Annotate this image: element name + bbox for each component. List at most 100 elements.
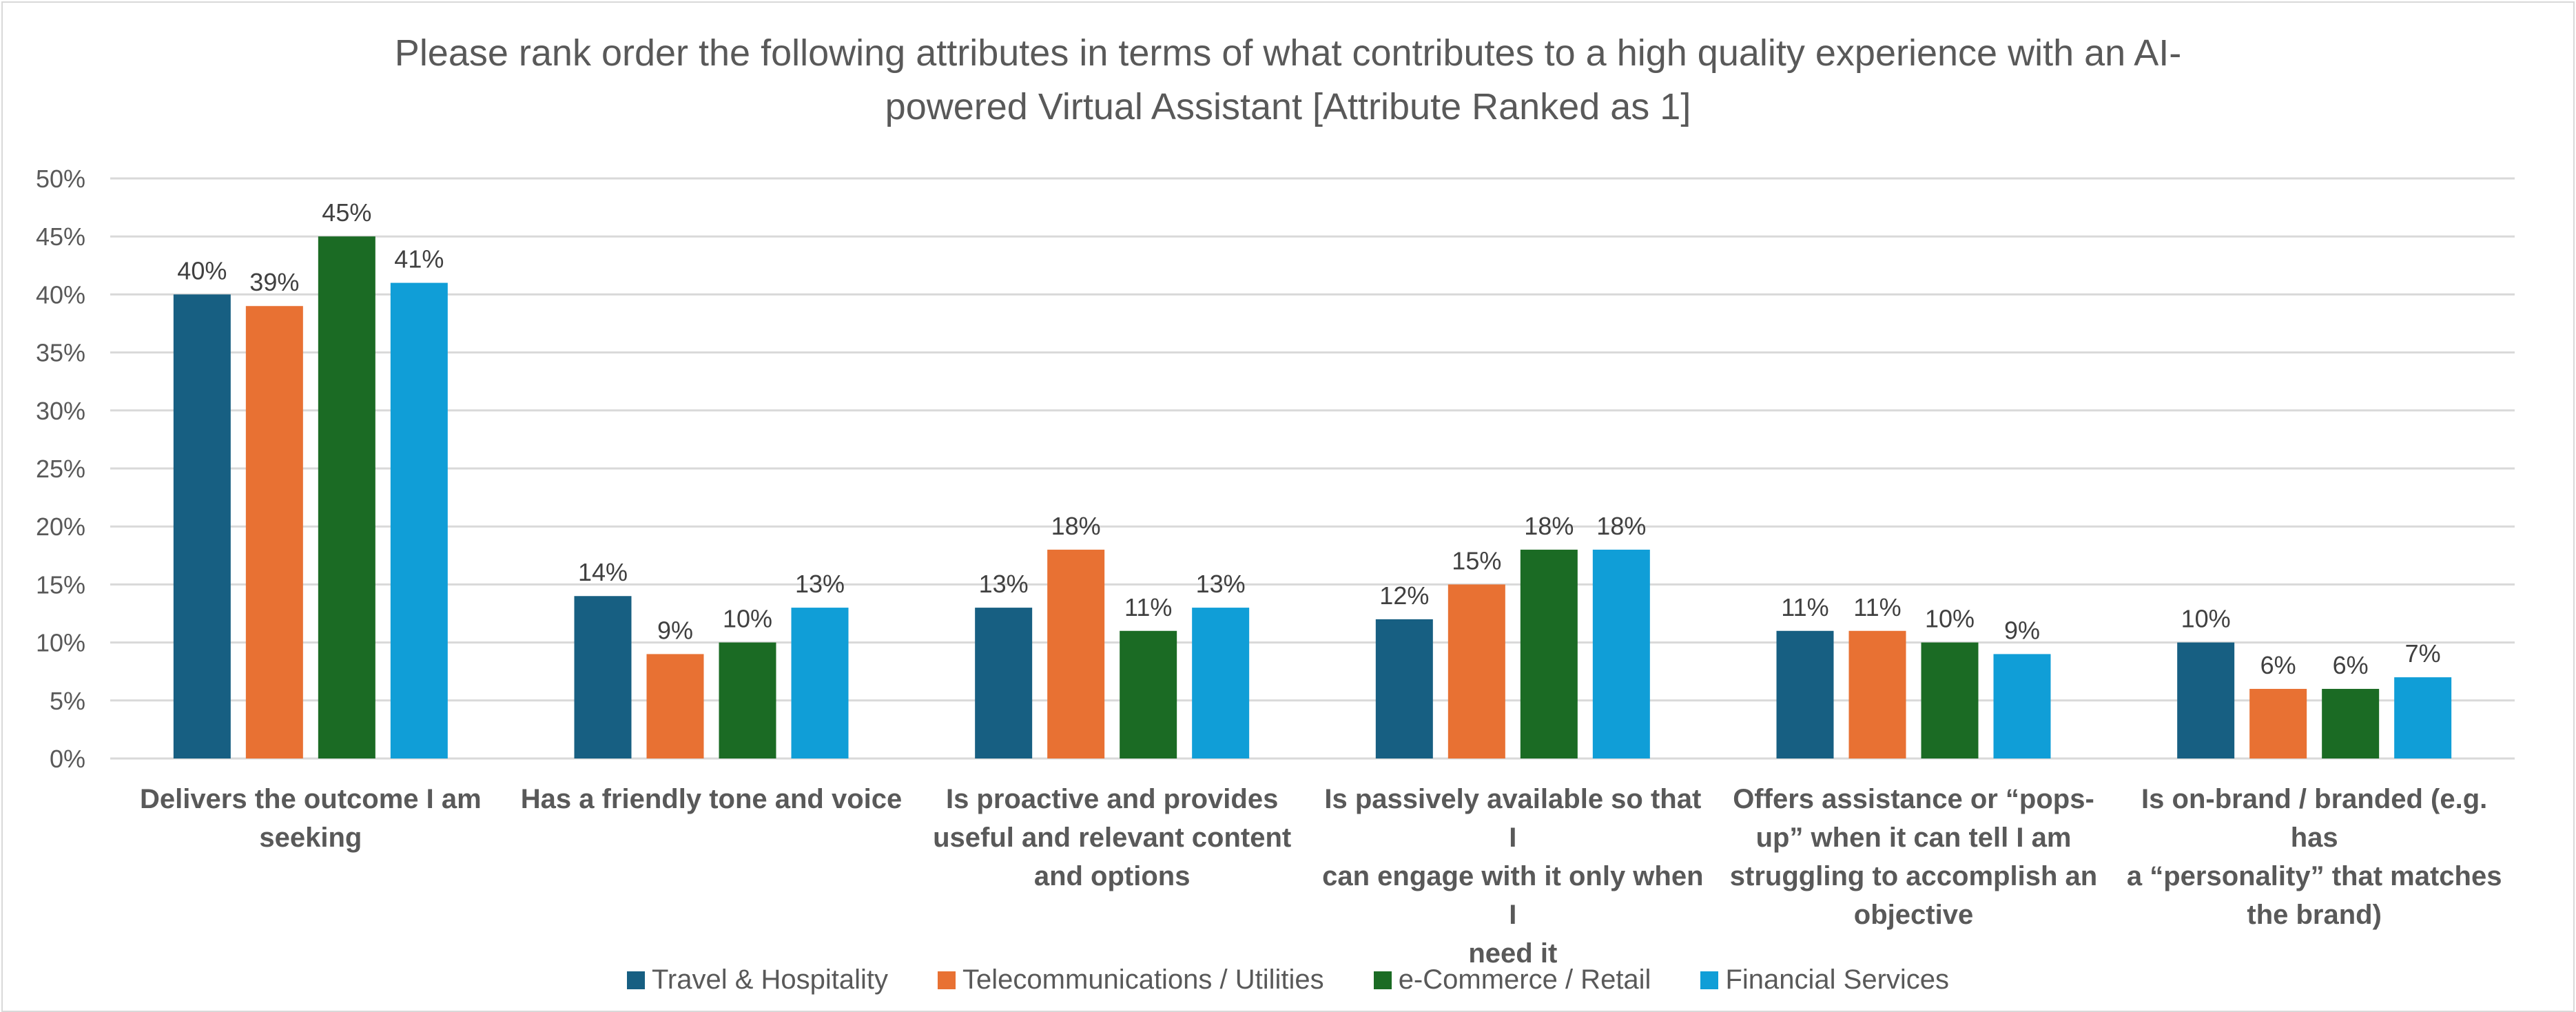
chart-title-line-2: powered Virtual Assistant [Attribute Ran… bbox=[885, 86, 1691, 127]
y-tick-label: 45% bbox=[36, 223, 85, 251]
x-category-label-line: Is proactive and provides bbox=[945, 784, 1279, 814]
bar bbox=[1047, 549, 1105, 758]
y-tick-label: 30% bbox=[36, 397, 85, 425]
data-label: 40% bbox=[177, 256, 227, 285]
bar bbox=[1120, 630, 1177, 758]
data-label: 39% bbox=[249, 268, 299, 296]
data-label: 9% bbox=[2004, 616, 2040, 644]
bar bbox=[1375, 619, 1433, 758]
data-label: 6% bbox=[2333, 651, 2369, 679]
bar bbox=[1776, 630, 1834, 758]
chart-title: Please rank order the following attribut… bbox=[0, 26, 2576, 134]
x-category-label-line: up” when it can tell I am bbox=[1755, 823, 2072, 853]
bar bbox=[1921, 642, 1979, 758]
data-label: 41% bbox=[394, 245, 444, 273]
bar bbox=[1592, 549, 1650, 758]
bar bbox=[390, 282, 448, 758]
data-label: 15% bbox=[1452, 546, 1501, 575]
legend-item: e-Commerce / Retail bbox=[1373, 964, 1651, 995]
x-category-label-line: useful and relevant content bbox=[933, 823, 1292, 853]
legend-label: Financial Services bbox=[1725, 964, 1950, 995]
x-category-label-line: Is on-brand / branded (e.g. has bbox=[2141, 784, 2488, 853]
y-tick-label: 20% bbox=[36, 513, 85, 541]
data-labels: 40% 39% 45% 41% 14% 9% 10% 13% 13% 18% 11% 13% 12% 15… bbox=[177, 198, 2440, 679]
x-category-label: Offers assistance or “pops-up” when it c… bbox=[1721, 780, 2107, 934]
data-label: 45% bbox=[322, 198, 371, 227]
legend-item: Travel & Hospitality bbox=[626, 964, 889, 995]
chart-title-line-1: Please rank order the following attribut… bbox=[394, 32, 2182, 74]
y-tick-label: 25% bbox=[36, 455, 85, 483]
legend: Travel & Hospitality Telecommunications /… bbox=[0, 964, 2576, 995]
y-tick-label: 35% bbox=[36, 339, 85, 367]
data-label: 14% bbox=[578, 558, 628, 586]
legend-swatch bbox=[1373, 971, 1392, 989]
data-label: 18% bbox=[1051, 512, 1101, 540]
bar bbox=[719, 642, 776, 758]
bar bbox=[2249, 688, 2307, 758]
bars bbox=[173, 236, 2452, 758]
y-tick-label: 10% bbox=[36, 629, 85, 657]
bar bbox=[791, 608, 849, 758]
y-tick-label: 50% bbox=[36, 165, 85, 193]
bar bbox=[1520, 549, 1578, 758]
x-category-label-line: the brand) bbox=[2247, 900, 2382, 930]
gridlines bbox=[110, 177, 2515, 760]
data-label: 18% bbox=[1524, 512, 1574, 540]
data-label: 11% bbox=[1853, 593, 1901, 621]
x-category-label: Is proactive and provides useful and rele… bbox=[919, 780, 1305, 896]
data-label: 7% bbox=[2405, 639, 2441, 668]
x-category-label: Delivers the outcome I am seeking bbox=[118, 780, 504, 857]
data-label: 11% bbox=[1781, 593, 1828, 621]
bar bbox=[975, 608, 1033, 758]
x-category-label-line: seeking bbox=[259, 823, 362, 853]
legend-item: Telecommunications / Utilities bbox=[938, 964, 1324, 995]
bar bbox=[1993, 654, 2051, 758]
data-label: 10% bbox=[2181, 605, 2231, 633]
x-category-label-line: Offers assistance or “pops- bbox=[1733, 784, 2094, 814]
bar bbox=[173, 294, 231, 758]
bar bbox=[574, 596, 632, 758]
legend-swatch bbox=[938, 971, 956, 989]
legend-label: Telecommunications / Utilities bbox=[962, 964, 1324, 995]
legend-swatch bbox=[626, 971, 645, 989]
legend-label: Travel & Hospitality bbox=[651, 964, 889, 995]
y-tick-label: 15% bbox=[36, 570, 85, 599]
legend-label: e-Commerce / Retail bbox=[1398, 964, 1651, 995]
bar bbox=[1192, 608, 1250, 758]
x-category-label-line: can engage with it only when I bbox=[1322, 861, 1704, 930]
data-label: 13% bbox=[795, 570, 845, 598]
bar bbox=[2177, 642, 2235, 758]
bar bbox=[1848, 630, 1906, 758]
bar bbox=[646, 654, 704, 758]
y-tick-label: 40% bbox=[36, 280, 85, 309]
x-category-label-line: need it bbox=[1468, 938, 1558, 969]
x-category-label-line: a “personality” that matches bbox=[2126, 861, 2502, 891]
data-label: 18% bbox=[1596, 512, 1646, 540]
x-category-label-line: Has a friendly tone and voice bbox=[520, 784, 903, 814]
bar bbox=[318, 236, 375, 758]
bar bbox=[2322, 688, 2380, 758]
data-label: 6% bbox=[2260, 651, 2296, 679]
y-axis: 0% 5% 10% 15% 20% 25% 30% 35% 40% 45% 50% bbox=[36, 165, 85, 773]
x-category-label: Is on-brand / branded (e.g. has a “person… bbox=[2121, 780, 2507, 934]
data-label: 13% bbox=[979, 570, 1029, 598]
legend-item: Financial Services bbox=[1700, 964, 1949, 995]
x-category-label-line: and options bbox=[1033, 861, 1191, 891]
y-tick-label: 5% bbox=[50, 687, 85, 715]
legend-swatch bbox=[1700, 971, 1719, 989]
data-label: 9% bbox=[657, 616, 693, 644]
data-label: 11% bbox=[1124, 593, 1172, 621]
x-category-label-line: struggling to accomplish an bbox=[1729, 861, 2098, 891]
data-label: 10% bbox=[723, 605, 772, 633]
data-label: 10% bbox=[1925, 605, 1975, 633]
bar bbox=[2394, 677, 2452, 758]
x-category-label: Is passively available so that I can enga… bbox=[1320, 780, 1706, 973]
x-category-label: Has a friendly tone and voice bbox=[519, 780, 905, 818]
bar bbox=[245, 306, 303, 758]
data-label: 12% bbox=[1379, 581, 1429, 610]
bar bbox=[1447, 584, 1505, 758]
x-category-label-line: Delivers the outcome I am bbox=[139, 784, 482, 814]
x-category-label-line: objective bbox=[1853, 900, 1974, 930]
y-tick-label: 0% bbox=[50, 745, 85, 773]
